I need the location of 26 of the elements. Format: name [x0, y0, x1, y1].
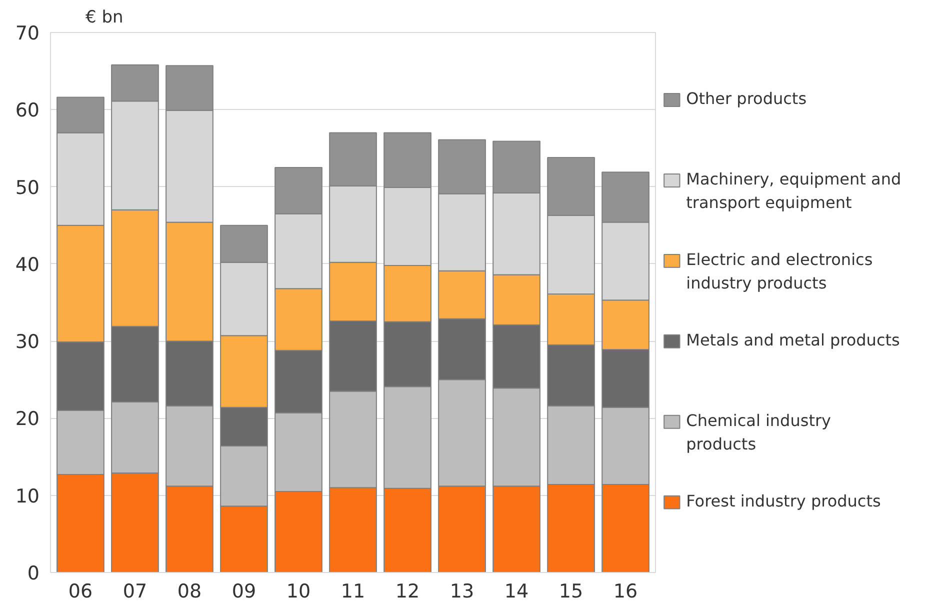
x-tick-label: 10 [286, 580, 311, 602]
x-tick-label: 11 [340, 580, 366, 602]
x-tick-label: 09 [232, 580, 256, 602]
legend-label: Forest industry products [686, 491, 881, 510]
legend-label: Metals and metal products [686, 330, 900, 350]
y-tick-label: 10 [15, 485, 40, 508]
y-tick-label: 50 [15, 176, 40, 199]
x-tick-label: 16 [613, 580, 638, 602]
y-tick-label: 40 [15, 254, 40, 276]
x-tick-label: 07 [122, 580, 148, 602]
x-tick-label: 06 [68, 580, 93, 602]
legend-label: Chemical industry products [686, 410, 832, 454]
legend-label: Electric and electronics industry products [686, 250, 873, 293]
x-tick-label: 14 [504, 580, 529, 602]
y-tick-label: 60 [15, 100, 40, 122]
y-tick-label: 20 [15, 408, 40, 430]
legend-label: Machinery, equipment and transport equipment [686, 169, 902, 212]
y-axis-title: € bn [86, 8, 124, 28]
x-tick-label: 12 [395, 580, 420, 602]
x-tick-label: 15 [558, 580, 584, 602]
x-tick-label: 08 [177, 580, 202, 602]
legend-label: Other products [686, 89, 807, 108]
y-tick-label: 70 [15, 22, 40, 44]
y-tick-label: 0 [27, 562, 40, 584]
x-tick-label: 13 [450, 580, 474, 602]
y-tick-label: 30 [15, 331, 40, 354]
